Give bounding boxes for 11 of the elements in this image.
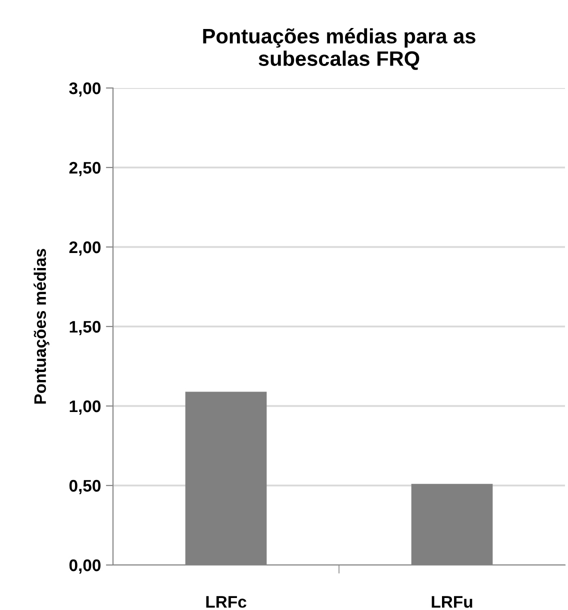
y-tick-label: 2,50 [69,162,101,176]
y-tick-label: 0,50 [69,480,101,494]
y-tick-label: 1,50 [70,320,101,336]
x-tick-label: LRFu [432,596,472,608]
y-tick-label: 1,00 [70,400,101,415]
x-tick-label: LRFc [206,596,246,608]
y-tick-label: 3,00 [69,82,101,97]
y-tick-label: 2,00 [69,241,101,256]
y-tick-label: 0,00 [69,559,101,574]
y-axis-title: Pontuações médias [34,248,50,404]
chart-title: Pontuações médias para as subescalas FRQ [203,28,476,70]
